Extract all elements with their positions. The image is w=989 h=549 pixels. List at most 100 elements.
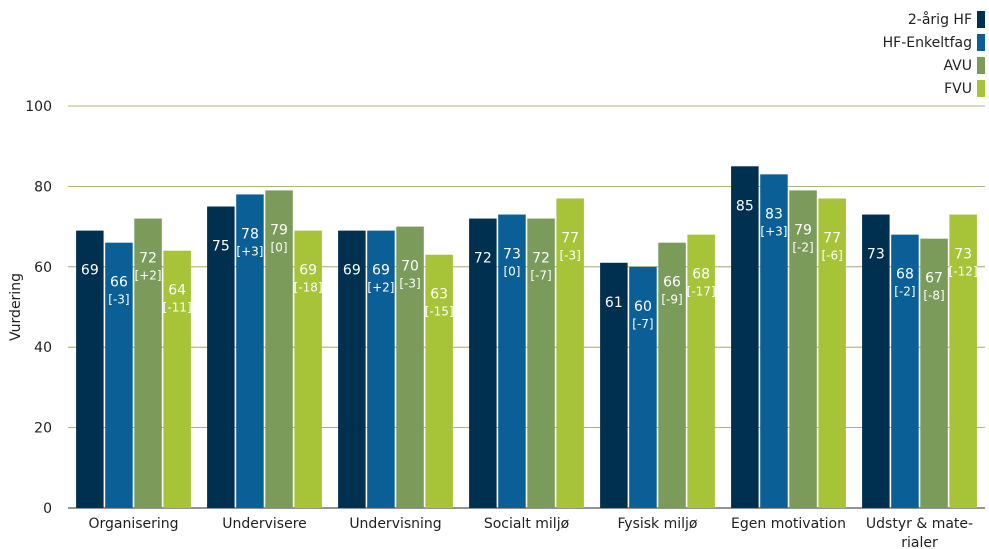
- bar-value-label: 66: [663, 275, 681, 291]
- bar: [163, 250, 191, 508]
- bar-delta-label: [+2]: [367, 281, 394, 295]
- x-category-label: Socialt miljø: [484, 516, 570, 532]
- bar-value-label: 73: [503, 247, 521, 263]
- bar-value-label: 77: [561, 230, 579, 246]
- bar: [207, 206, 235, 508]
- bar: [891, 234, 919, 508]
- bar-value-label: 69: [81, 263, 99, 279]
- y-axis-ticks: 0 20 40 60 80 100: [25, 99, 52, 517]
- bar-delta-label: [-3]: [399, 277, 420, 291]
- bar: [556, 198, 584, 508]
- legend-swatch: [977, 34, 985, 51]
- bar-value-label: 69: [299, 263, 317, 279]
- bar-value-label: 68: [896, 267, 914, 283]
- bar-delta-label: [-2]: [792, 240, 813, 254]
- bar-value-label: 78: [241, 226, 259, 242]
- legend-label: AVU: [943, 58, 972, 74]
- bar: [469, 218, 497, 508]
- bar: [105, 242, 133, 508]
- x-category-label: Organisering: [88, 516, 178, 532]
- bar-delta-label: [-3]: [108, 293, 129, 307]
- bar-delta-label: [0]: [271, 240, 288, 254]
- legend-swatch: [977, 80, 985, 97]
- y-tick-label: 80: [34, 179, 52, 195]
- bar: [498, 214, 526, 509]
- bar: [265, 190, 293, 509]
- legend-swatch: [977, 11, 985, 28]
- bar-delta-label: [-17]: [687, 285, 716, 299]
- bar: [600, 262, 628, 508]
- bar-value-label: 73: [867, 247, 885, 263]
- bar-delta-label: [-6]: [821, 248, 842, 262]
- x-category-label: rialer: [901, 535, 938, 549]
- bar: [338, 230, 366, 508]
- bar-delta-label: [-7]: [530, 269, 551, 283]
- bar: [687, 234, 715, 508]
- y-tick-label: 0: [43, 501, 52, 517]
- x-category-label: Fysisk miljø: [618, 516, 698, 532]
- bar-value-label: 70: [401, 259, 419, 275]
- y-tick-label: 60: [34, 260, 52, 276]
- y-axis-label: Vurdering: [8, 273, 24, 341]
- bar-delta-label: [-12]: [949, 265, 978, 279]
- bar-delta-label: [-8]: [923, 289, 944, 303]
- x-category-label: Egen motivation: [731, 516, 846, 532]
- bar-delta-label: [-3]: [559, 248, 580, 262]
- bar-delta-label: [-11]: [163, 301, 192, 315]
- bar-value-label: 77: [823, 230, 841, 246]
- y-tick-label: 40: [34, 340, 52, 356]
- bar: [134, 218, 162, 508]
- bar-delta-label: [-2]: [894, 285, 915, 299]
- legend-swatch: [977, 57, 985, 74]
- bar: [658, 242, 686, 508]
- legend: 2-årig HF HF-Enkeltfag AVU FVU: [883, 11, 985, 97]
- bar-value-label: 83: [765, 206, 783, 222]
- bar-value-label: 85: [736, 198, 754, 214]
- bar-value-label: 68: [692, 267, 710, 283]
- bar: [367, 230, 395, 508]
- bar: [760, 174, 788, 508]
- gridlines: [68, 105, 985, 509]
- bar-value-label: 67: [925, 271, 943, 287]
- bar-delta-label: [-7]: [632, 317, 653, 331]
- bar: [294, 230, 322, 508]
- y-tick-label: 100: [25, 99, 52, 115]
- bar: [527, 218, 555, 508]
- bar-delta-label: [+3]: [236, 244, 263, 258]
- bar-value-label: 79: [270, 222, 288, 238]
- bar-delta-label: [+3]: [760, 224, 787, 238]
- bar: [789, 190, 817, 509]
- x-axis-categories: Organisering Undervisere Undervisning Socia…: [88, 516, 973, 549]
- bar: [862, 214, 890, 509]
- bar: [236, 194, 264, 508]
- x-category-label: Udstyr & mate-: [866, 516, 973, 532]
- bar-delta-label: [0]: [503, 265, 520, 279]
- y-tick-label: 20: [34, 421, 52, 437]
- bar-value-label: 75: [212, 239, 230, 255]
- bar-value-label: 79: [794, 222, 812, 238]
- bar: [818, 198, 846, 508]
- bar-delta-label: [-9]: [661, 293, 682, 307]
- bar: [920, 238, 948, 508]
- bar-value-label: 69: [372, 263, 390, 279]
- bar-delta-label: [-15]: [425, 305, 454, 319]
- bar-value-label: 64: [168, 283, 186, 299]
- bar-value-label: 63: [430, 287, 448, 303]
- bar-delta-label: [+2]: [135, 269, 162, 283]
- x-category-label: Undervisning: [349, 516, 441, 532]
- bar: [396, 226, 424, 508]
- bar-delta-label: [-18]: [294, 281, 323, 295]
- bar: [949, 214, 977, 509]
- bar-value-label: 60: [634, 299, 652, 315]
- bar: [425, 254, 453, 508]
- bar-value-label: 72: [532, 251, 550, 267]
- bar-value-label: 73: [954, 247, 972, 263]
- legend-label: FVU: [944, 81, 972, 97]
- legend-label: HF-Enkeltfag: [883, 35, 972, 51]
- bar: [76, 230, 104, 508]
- bar-value-label: 61: [605, 295, 623, 311]
- legend-label: 2-årig HF: [908, 11, 972, 28]
- x-category-label: Undervisere: [222, 516, 307, 532]
- bar-value-label: 72: [474, 251, 492, 267]
